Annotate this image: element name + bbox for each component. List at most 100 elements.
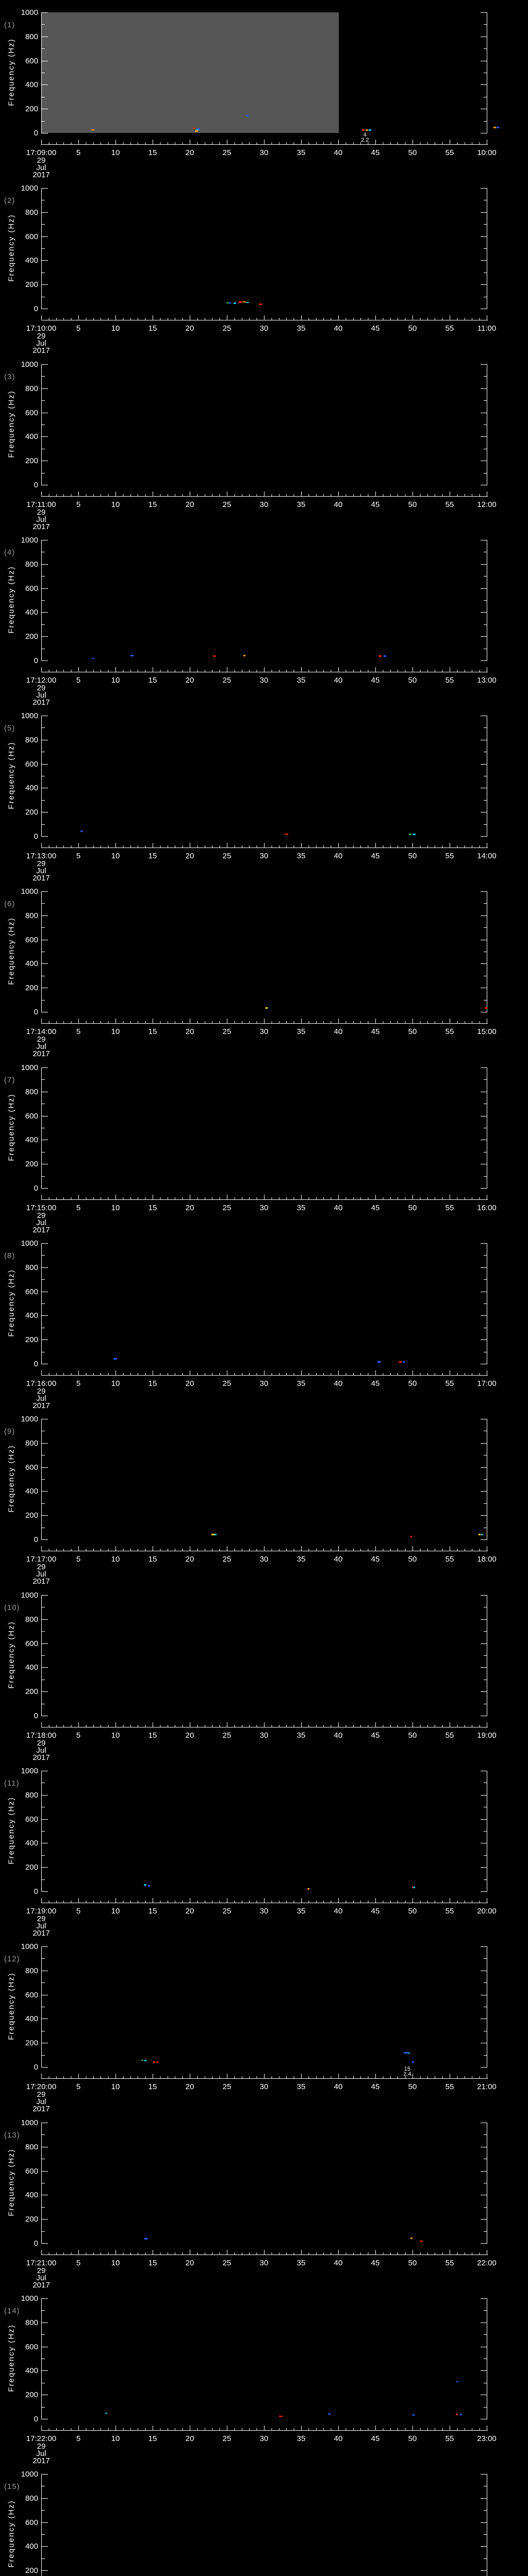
- y-tick-mark: [42, 400, 45, 401]
- event-marker: [328, 2413, 331, 2415]
- y-tick-mark: [484, 48, 487, 49]
- x-tick-label: 10: [111, 2259, 120, 2267]
- y-tick-mark: [484, 1958, 487, 1959]
- x-tick-label-start: 17:10:00: [26, 324, 57, 333]
- x-axis-date-line: Jul: [36, 2274, 46, 2282]
- event-marker: [229, 302, 232, 303]
- x-axis-date-line: Jul: [36, 1570, 46, 1579]
- y-tick-label: 800: [25, 1966, 38, 1975]
- y-tick-mark: [481, 564, 487, 565]
- event-marker: [153, 2061, 156, 2063]
- y-tick-mark: [481, 963, 487, 964]
- y-tick-mark: [484, 2406, 487, 2408]
- x-axis-date-line: 29: [37, 684, 46, 692]
- event-marker: [141, 2059, 144, 2061]
- y-axis-line-left: [41, 540, 42, 661]
- x-tick-label: 35: [296, 676, 306, 685]
- y-tick-mark: [42, 2406, 45, 2408]
- y-tick-label: 400: [25, 432, 38, 442]
- x-tick-label: 40: [334, 852, 343, 860]
- event-marker: [113, 1358, 117, 1360]
- x-tick-label: 40: [334, 1204, 343, 1212]
- y-tick-mark: [42, 1467, 48, 1468]
- event-marker: [412, 2414, 415, 2416]
- x-axis-date-line: 2017: [32, 874, 50, 883]
- event-marker: [80, 831, 83, 832]
- y-tick-label: 400: [25, 80, 38, 90]
- y-tick-label: 800: [25, 2318, 38, 2327]
- event-marker: [420, 2240, 423, 2242]
- x-tick-label: 30: [259, 1731, 269, 1740]
- y-tick-label: 400: [25, 784, 38, 793]
- event-marker: [456, 2381, 458, 2383]
- y-tick-label: 0: [34, 1008, 38, 1016]
- x-tick-label: 50: [408, 500, 417, 509]
- x-tick-label: 35: [296, 1027, 306, 1036]
- event-marker: [411, 2061, 414, 2063]
- x-tick-label: 45: [371, 2434, 380, 2443]
- panel-index-label: (10): [4, 1603, 20, 1612]
- y-axis-title: Frequency (Hz): [7, 1093, 16, 1161]
- event-marker: [213, 655, 216, 657]
- y-tick-label: 400: [25, 1839, 38, 1848]
- y-tick-label: 1000: [21, 536, 38, 545]
- y-tick-mark: [42, 999, 45, 1001]
- y-tick-label: 600: [25, 2518, 38, 2527]
- y-tick-label: 200: [25, 280, 38, 290]
- y-tick-mark: [42, 588, 48, 589]
- x-tick-label: 5: [76, 2434, 81, 2443]
- y-tick-label: 800: [25, 208, 38, 217]
- x-tick-label: 45: [371, 1379, 380, 1388]
- y-tick-mark: [484, 400, 487, 401]
- x-axis-date-line: 29: [37, 859, 46, 868]
- spectrogram-panel: (11) Frequency (Hz) 0 200 400 600 800 1000 17:19…: [0, 1758, 528, 1938]
- event-marker: [144, 2060, 147, 2061]
- y-tick-mark: [484, 824, 487, 825]
- x-tick-label: 30: [259, 852, 269, 860]
- y-tick-mark: [42, 1595, 48, 1596]
- y-tick-mark: [42, 1891, 48, 1892]
- x-axis-date-line: 29: [37, 1914, 46, 1923]
- y-tick-mark: [42, 764, 48, 765]
- x-tick-label: 40: [334, 1907, 343, 1916]
- y-tick-mark: [42, 2510, 45, 2511]
- event-marker: [366, 129, 369, 131]
- spectrogram-panel: (15)Frequency (Hz)0200400600800100017:23…: [0, 2462, 528, 2576]
- x-tick-label: 5: [76, 1555, 81, 1564]
- y-tick-mark: [42, 1619, 48, 1620]
- x-tick-label-end: 15:00: [477, 1027, 497, 1036]
- x-tick-label: 25: [222, 852, 232, 860]
- x-tick-label: 25: [222, 2082, 232, 2091]
- x-axis-date-line: 29: [37, 2090, 46, 2099]
- x-tick-label: 55: [445, 2082, 454, 2091]
- x-tick-label: 55: [445, 676, 454, 685]
- y-tick-label: 0: [34, 1711, 38, 1720]
- y-tick-label: 400: [25, 256, 38, 265]
- x-tick-label: 25: [222, 1204, 232, 1212]
- y-tick-label: 200: [25, 1335, 38, 1345]
- y-tick-mark: [42, 1255, 45, 1256]
- event-marker: [383, 655, 386, 657]
- x-tick-label: 15: [148, 676, 157, 685]
- x-axis-line: [41, 496, 488, 497]
- x-tick-label: 20: [185, 148, 194, 157]
- x-tick-label: 35: [296, 1204, 306, 1212]
- x-tick-label: 25: [222, 1379, 232, 1388]
- y-axis-line-left: [41, 1595, 42, 1716]
- x-axis-date-line: Jul: [36, 1218, 46, 1227]
- x-tick-label: 30: [259, 676, 269, 685]
- event-marker: [265, 1007, 268, 1009]
- y-tick-label: 1000: [21, 2470, 38, 2479]
- x-tick-label: 50: [408, 148, 417, 157]
- panel-index-label: (12): [4, 1955, 20, 1963]
- y-tick-mark: [42, 1515, 48, 1516]
- x-axis-major-ticks: [41, 140, 488, 144]
- y-axis-title: Frequency (Hz): [7, 1269, 16, 1337]
- x-tick-label: 5: [76, 324, 81, 333]
- x-axis-date-line: 2017: [32, 1401, 50, 1410]
- x-tick-label: 35: [296, 1731, 306, 1740]
- panel-index-label: (2): [4, 196, 15, 205]
- x-tick-label: 20: [185, 1907, 194, 1916]
- x-tick-label: 20: [185, 852, 194, 860]
- event-marker: [234, 302, 236, 304]
